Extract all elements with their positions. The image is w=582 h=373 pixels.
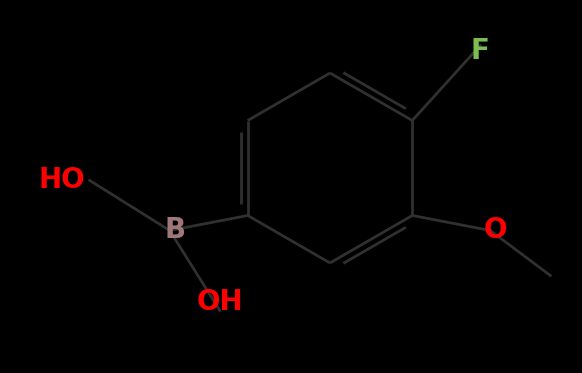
Text: OH: OH [196, 288, 243, 316]
Text: F: F [471, 38, 489, 66]
Text: B: B [164, 216, 185, 244]
Text: HO: HO [38, 166, 85, 194]
Text: O: O [484, 216, 507, 244]
